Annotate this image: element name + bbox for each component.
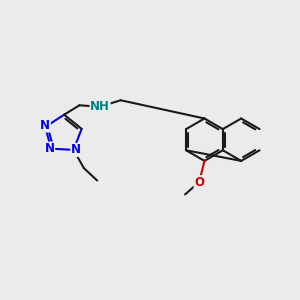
Text: N: N bbox=[71, 143, 81, 156]
Text: N: N bbox=[45, 142, 55, 155]
Text: N: N bbox=[40, 119, 50, 132]
Text: O: O bbox=[194, 176, 204, 189]
Text: NH: NH bbox=[90, 100, 110, 113]
